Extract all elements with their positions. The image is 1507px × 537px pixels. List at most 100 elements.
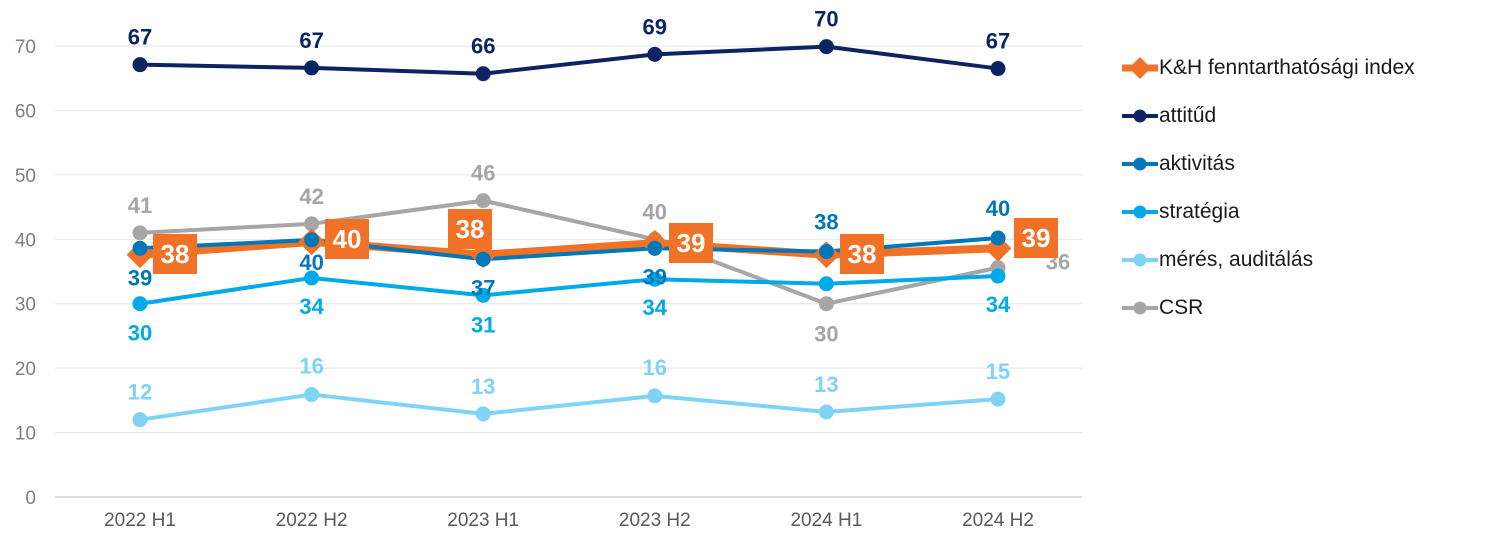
y-tick-label: 40 [15,230,36,251]
legend-item: mérés, auditálás [1122,236,1415,284]
gridlines [55,45,1082,498]
legend-item: attitűd [1122,92,1415,140]
series-line-4 [138,392,1000,422]
data-point [818,244,834,260]
data-label: 40 [986,196,1010,221]
data-label: 40 [299,250,323,275]
y-tick-label: 20 [15,359,36,380]
series-line-3 [138,274,1000,306]
series-lines [136,44,1002,422]
data-point [990,230,1006,246]
legend: K&H fenntarthatósági index attitűd aktivit… [1122,44,1415,332]
data-point [990,391,1006,407]
legend-label: stratégia [1159,200,1240,223]
legend-label: mérés, auditálás [1159,248,1314,271]
data-label: 30 [814,322,838,347]
x-tick-label: 2023 H1 [447,510,519,531]
circle-marker-icon [1122,205,1158,219]
data-label: 67 [986,29,1010,54]
x-tick-label: 2023 H2 [619,510,691,531]
data-point [132,225,148,241]
data-label-box [840,234,884,274]
legend-item: K&H fenntarthatósági index [1122,44,1415,92]
data-label: 66 [471,34,495,59]
line-chart: 0 10 20 30 40 50 60 70 2022 H1 2022 H2 2023 H1 202… [15,7,1082,531]
legend-item: stratégia [1122,188,1415,236]
data-label: 12 [128,380,152,405]
data-label: 13 [471,374,495,399]
data-label: 38 [456,214,485,244]
data-label: 70 [814,7,838,32]
data-label: 42 [299,184,323,209]
data-point [475,251,491,267]
data-label: 34 [986,292,1011,317]
series-line-5 [138,198,1000,306]
data-label: 41 [128,193,152,218]
data-label: 67 [299,28,323,53]
data-label: 16 [299,354,323,379]
data-point [132,57,148,73]
legend-item: aktivitás [1122,140,1415,188]
data-point [304,60,320,76]
data-label: 16 [643,355,667,380]
data-point [304,232,320,248]
data-point [475,193,491,209]
data-point [475,66,491,82]
data-point [818,39,834,55]
data-label: 67 [128,25,152,50]
data-point [818,276,834,292]
data-point [475,406,491,422]
data-label: 39 [643,264,667,289]
data-label: 46 [471,161,495,186]
x-tick-label: 2022 H1 [104,510,176,531]
data-label: 39 [128,265,152,290]
data-label: 40 [333,224,362,254]
circle-marker-icon [1122,301,1158,315]
legend-label: CSR [1159,296,1204,319]
x-axis-ticks: 2022 H1 2022 H2 2023 H1 2023 H2 2024 H1 2024 … [104,510,1034,531]
circle-marker-icon [1122,157,1158,171]
data-label: 13 [814,372,838,397]
circle-marker-icon [1122,109,1158,123]
diamond-marker-icon [1122,57,1158,79]
data-point [990,61,1006,77]
data-label: 34 [299,294,324,319]
data-label: 38 [161,239,190,269]
data-point [647,46,663,62]
x-tick-label: 2022 H2 [276,510,348,531]
legend-item: CSR [1122,284,1415,332]
data-label: 38 [848,239,877,269]
y-tick-label: 0 [25,488,36,509]
circle-marker-icon [1122,253,1158,267]
data-label-box [1014,218,1058,258]
legend-label: attitűd [1159,104,1217,127]
data-label: 30 [128,321,152,346]
data-label: 39 [677,228,706,258]
series-markers [127,39,1011,428]
y-tick-label: 30 [15,295,36,316]
legend-label: aktivitás [1159,152,1235,175]
y-tick-label: 10 [15,424,36,445]
data-label: 69 [643,14,667,39]
data-point [304,387,320,403]
data-point [647,388,663,404]
data-label: 31 [471,312,495,337]
data-label: 15 [986,359,1010,384]
data-label-box [153,234,197,274]
data-point [304,216,320,232]
data-label-box [669,223,713,263]
y-axis-ticks: 0 10 20 30 40 50 60 70 [15,37,36,509]
y-tick-label: 60 [15,101,36,122]
x-tick-label: 2024 H1 [790,510,862,531]
data-label: 39 [1022,223,1051,253]
data-point [132,240,148,256]
data-point [647,271,663,287]
series-line-1 [138,44,1000,76]
y-tick-label: 50 [15,166,36,187]
data-point [990,268,1006,284]
data-point [132,412,148,428]
legend-label: K&H fenntarthatósági index [1159,56,1415,79]
data-label: 37 [471,275,495,300]
data-point [132,296,148,312]
